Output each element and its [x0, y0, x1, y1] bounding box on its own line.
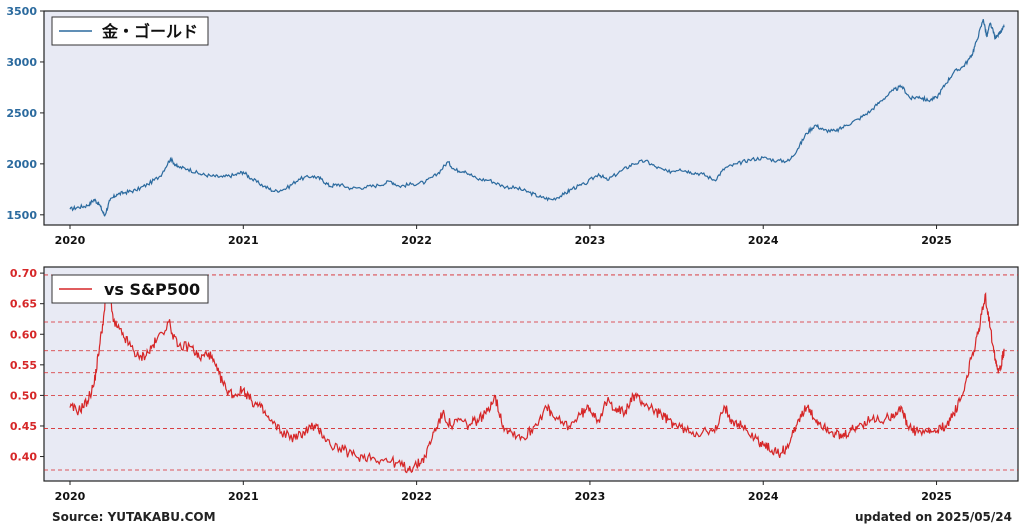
y-tick-label: 0.70 [10, 267, 37, 280]
gold-legend-label: 金・ゴールド [101, 22, 198, 41]
x-tick-label: 2022 [401, 234, 432, 247]
x-tick-label: 2020 [55, 490, 86, 503]
gold-plot-area [43, 10, 1019, 226]
y-tick-label: 1500 [6, 209, 37, 222]
gold-y-axis: 1500 2000 2500 3000 3500 [6, 5, 44, 222]
x-tick-label: 2023 [575, 234, 606, 247]
y-tick-label: 0.45 [10, 420, 37, 433]
x-tick-label: 2025 [921, 234, 952, 247]
x-tick-label: 2024 [748, 490, 779, 503]
source-label: Source: YUTAKABU.COM [52, 510, 216, 524]
x-tick-label: 2021 [228, 234, 259, 247]
ratio-panel: 0.400.450.500.550.600.650.70 2020 2021 202… [10, 266, 1019, 503]
y-tick-label: 0.50 [10, 389, 37, 402]
ratio-y-axis: 0.40 0.45 0.50 0.55 0.60 0.65 0.70 [10, 267, 44, 464]
y-tick-label: 0.60 [10, 328, 37, 341]
y-tick-label: 0.40 [10, 451, 37, 464]
y-tick-label: 0.65 [10, 298, 37, 311]
y-tick-label: 3500 [6, 5, 37, 18]
y-tick-label: 2000 [6, 158, 37, 171]
ratio-legend: vs S&P500 [51, 274, 209, 304]
y-tick-label: 0.55 [10, 359, 37, 372]
x-tick-label: 2023 [575, 490, 606, 503]
ratio-line [69, 276, 1005, 474]
x-tick-label: 2024 [748, 234, 779, 247]
updated-label: updated on 2025/05/24 [855, 510, 1012, 524]
y-tick-label: 2500 [6, 107, 37, 120]
x-tick-label: 2021 [228, 490, 259, 503]
y-tick-label: 3000 [6, 56, 37, 69]
x-tick-label: 2020 [55, 234, 86, 247]
gold-x-axis: 2020 2021 2022 2023 2024 2025 [55, 225, 952, 247]
x-tick-label: 2025 [921, 490, 952, 503]
x-tick-label: 2022 [401, 490, 432, 503]
ratio-legend-label: vs S&P500 [104, 280, 200, 299]
gold-price-line [69, 19, 1005, 217]
gold-legend: 金・ゴールド [51, 16, 209, 46]
ratio-x-axis: 2020 2021 2022 2023 2024 2025 [55, 481, 952, 503]
